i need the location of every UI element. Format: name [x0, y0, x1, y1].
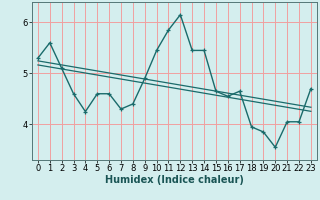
X-axis label: Humidex (Indice chaleur): Humidex (Indice chaleur) [105, 175, 244, 185]
